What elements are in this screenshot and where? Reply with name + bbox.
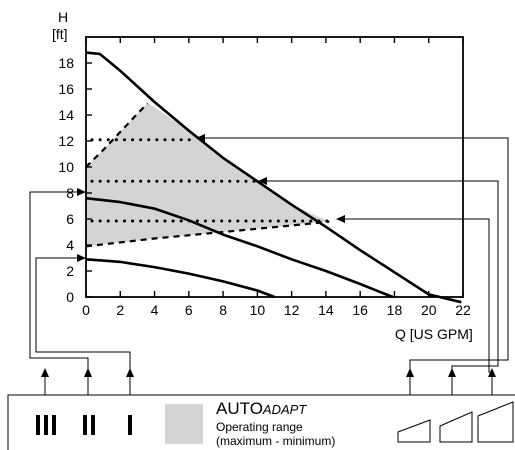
y-axis-title: H — [58, 9, 68, 25]
setpoint-symbols — [397, 401, 514, 443]
y-axis-unit: [ft] — [52, 26, 68, 42]
setpoint-layer — [90, 138, 331, 223]
connector-arrowheads — [41, 134, 496, 377]
legend-panel-border — [7, 394, 515, 450]
curve-ii — [85, 196, 394, 299]
x-tick-label: 8 — [219, 302, 227, 318]
curve-autoadapt-min — [85, 220, 330, 248]
curve-iii — [85, 51, 462, 304]
y-tick-label: 6 — [66, 211, 74, 227]
speed-I-symbol — [128, 415, 132, 435]
x-axis: 0 2 4 6 8 10 12 14 16 18 20 22 — [82, 37, 471, 318]
y-tick-label: 16 — [58, 81, 74, 97]
x-tick-label: 12 — [284, 302, 300, 318]
x-tick-label: 4 — [151, 302, 159, 318]
x-tick-label: 22 — [455, 302, 471, 318]
curve-layer — [85, 51, 462, 304]
x-tick-label: 10 — [250, 302, 266, 318]
setpoint-symbol-high — [477, 401, 514, 443]
y-tick-label: 14 — [58, 107, 74, 123]
y-tick-label: 4 — [66, 237, 74, 253]
y-tick-label: 0 — [66, 289, 74, 305]
connector-I — [35, 257, 131, 395]
speed-III-symbol — [36, 415, 56, 435]
operating-range-swatch — [165, 404, 203, 444]
curve-i — [85, 258, 275, 299]
x-tick-label: 6 — [185, 302, 193, 318]
operating-range-area — [86, 103, 330, 247]
y-tick-label: 18 — [58, 55, 74, 71]
autoadapt-label: AUTOADAPT — [216, 399, 307, 418]
y-tick-label: 10 — [58, 159, 74, 175]
curve-autoadapt-max — [85, 102, 149, 168]
setpoint-symbol-mid — [439, 411, 473, 443]
x-tick-label: 16 — [352, 302, 368, 318]
x-axis-title: Q [US GPM] — [395, 326, 473, 342]
y-tick-label: 12 — [58, 133, 74, 149]
y-tick-label: 8 — [66, 185, 74, 201]
x-tick-label: 18 — [387, 302, 403, 318]
operating-range-label-2: (maximum - minimum) — [216, 434, 335, 448]
connector-II — [29, 191, 89, 395]
operating-range-label-1: Operating range — [216, 420, 303, 434]
x-tick-label: 0 — [82, 302, 90, 318]
setpoint-symbol-low — [397, 419, 431, 443]
x-tick-label: 20 — [421, 302, 437, 318]
y-tick-label: 2 — [66, 263, 74, 279]
speed-II-symbol — [83, 415, 95, 435]
x-tick-label: 2 — [116, 302, 124, 318]
x-tick-label: 14 — [318, 302, 334, 318]
y-axis: 0 2 4 6 8 10 12 14 16 18 — [58, 55, 92, 305]
connector-setpoint-low — [340, 218, 493, 395]
